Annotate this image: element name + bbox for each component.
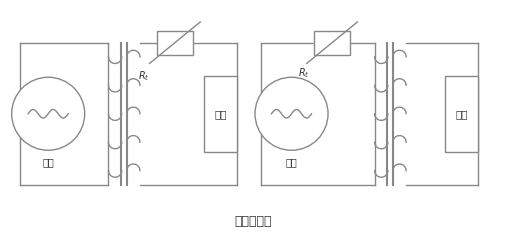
Text: $R_t$: $R_t$ <box>138 69 150 82</box>
Bar <box>157 31 193 55</box>
Ellipse shape <box>255 77 328 150</box>
Bar <box>445 76 478 152</box>
Text: 负载: 负载 <box>455 109 467 119</box>
Text: $R_t$: $R_t$ <box>298 66 309 80</box>
Bar <box>314 31 350 55</box>
Ellipse shape <box>12 77 85 150</box>
Bar <box>204 76 237 152</box>
Text: 电源: 电源 <box>285 157 298 167</box>
Text: 负载: 负载 <box>214 109 227 119</box>
Text: 应用示意图: 应用示意图 <box>235 214 272 228</box>
Text: 电源: 电源 <box>42 157 54 167</box>
